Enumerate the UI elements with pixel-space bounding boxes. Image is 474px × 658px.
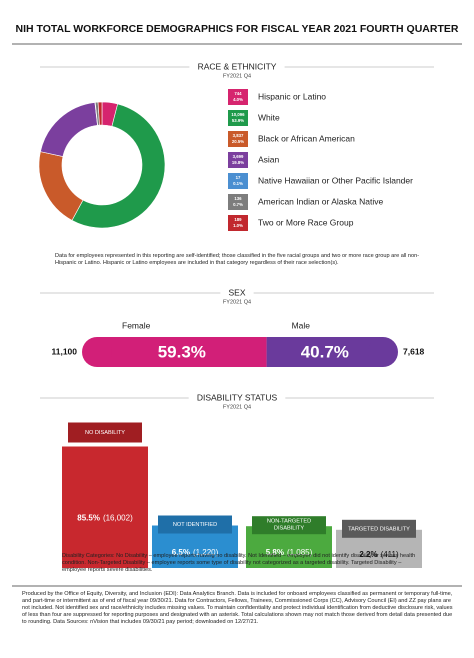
count-label: (411): [381, 550, 399, 559]
legend-label: Hispanic or Latino: [258, 91, 326, 101]
bar-category: NOT IDENTIFIED: [173, 522, 217, 528]
legend-swatch: [228, 194, 248, 210]
count-label: (1,220): [193, 548, 219, 557]
section-title: RACE & ETHNICITY: [198, 61, 277, 71]
bar-category: TARGETED DISABILITY: [348, 526, 410, 532]
section-title: DISABILITY STATUS: [197, 392, 278, 402]
bar-header: [342, 519, 416, 538]
percent-label: 5.8%: [266, 548, 284, 557]
legend-label: Native Hawaiian or Other Pacific Islande…: [258, 175, 413, 185]
percent-label: 53.9%: [232, 118, 244, 123]
percent-label: 4.0%: [233, 97, 243, 102]
percent-label: 85.5%: [77, 514, 100, 523]
footnote: Produced by the Office of Equity, Divers…: [22, 591, 453, 625]
legend-label: American Indian or Alaska Native: [258, 196, 383, 206]
percent-label: 2.2%: [359, 550, 377, 559]
percent-label: 0.1%: [233, 181, 243, 186]
legend-label: Two or More Race Group: [258, 217, 354, 227]
section-subtitle: FY2021 Q4: [223, 404, 251, 410]
legend-swatch: [228, 173, 248, 189]
race-note: Data for employees represented in this r…: [55, 253, 420, 266]
sex-bar: [97, 337, 267, 367]
count-label: (1,085): [287, 548, 313, 557]
count-label: 744: [234, 91, 242, 96]
bar-category: NON-TARGETED DISABILITY: [267, 519, 311, 532]
section-subtitle: FY2021 Q4: [223, 299, 251, 305]
donut-slice: [40, 102, 98, 157]
donut-slice: [71, 103, 166, 229]
donut-slice: [97, 101, 103, 126]
count-label: 189: [234, 217, 242, 222]
legend-swatch: [228, 215, 248, 231]
sex-label: Male: [292, 320, 311, 330]
count-label: (16,002): [103, 514, 133, 523]
page-title: NIH TOTAL WORKFORCE DEMOGRAPHICS FOR FIS…: [16, 23, 459, 35]
count-label: 3,699: [233, 154, 244, 159]
legend-swatch: [228, 89, 248, 105]
percent-label: 19.8%: [232, 160, 244, 165]
bar-cap: [368, 337, 398, 367]
donut-slice: [38, 151, 84, 221]
legend-label: White: [258, 112, 280, 122]
percent-label: 1.0%: [233, 223, 243, 228]
legend-label: Black or African American: [258, 133, 355, 143]
bar-value: 2.2% (411): [359, 550, 399, 559]
legend-swatch: [228, 131, 248, 147]
sex-percent: 59.3%: [158, 342, 206, 361]
sex-count: 11,100: [51, 346, 77, 356]
legend-label: Asian: [258, 154, 280, 164]
bar-header: [158, 515, 232, 534]
bar-header: [252, 516, 326, 535]
sex-count: 7,618: [403, 346, 425, 356]
disability-note: Disability Categories: No Disability – e…: [62, 553, 416, 573]
disability-bar: [62, 446, 148, 568]
bar-value: 6.5% (1,220): [172, 548, 219, 557]
percent-label: 0.7%: [233, 202, 243, 207]
bar-cap: [82, 337, 112, 367]
bar-value: 85.5% (16,002): [77, 514, 133, 523]
count-label: 136: [234, 196, 242, 201]
count-label: 10,096: [231, 112, 245, 117]
bar-value: 5.8% (1,085): [266, 548, 313, 557]
sex-bar: [266, 337, 383, 367]
bar-header: [68, 422, 142, 443]
section-title: SEX: [228, 287, 245, 297]
legend-swatch: [228, 110, 248, 126]
section-subtitle: FY2021 Q4: [223, 73, 251, 79]
sex-label: Female: [122, 320, 151, 330]
bar-category: NO DISABILITY: [85, 430, 125, 436]
percent-label: 6.5%: [172, 548, 190, 557]
sex-percent: 40.7%: [301, 342, 349, 361]
percent-label: 20.5%: [232, 139, 244, 144]
count-label: 3,837: [233, 133, 244, 138]
legend-swatch: [228, 152, 248, 168]
count-label: 17: [236, 175, 241, 180]
